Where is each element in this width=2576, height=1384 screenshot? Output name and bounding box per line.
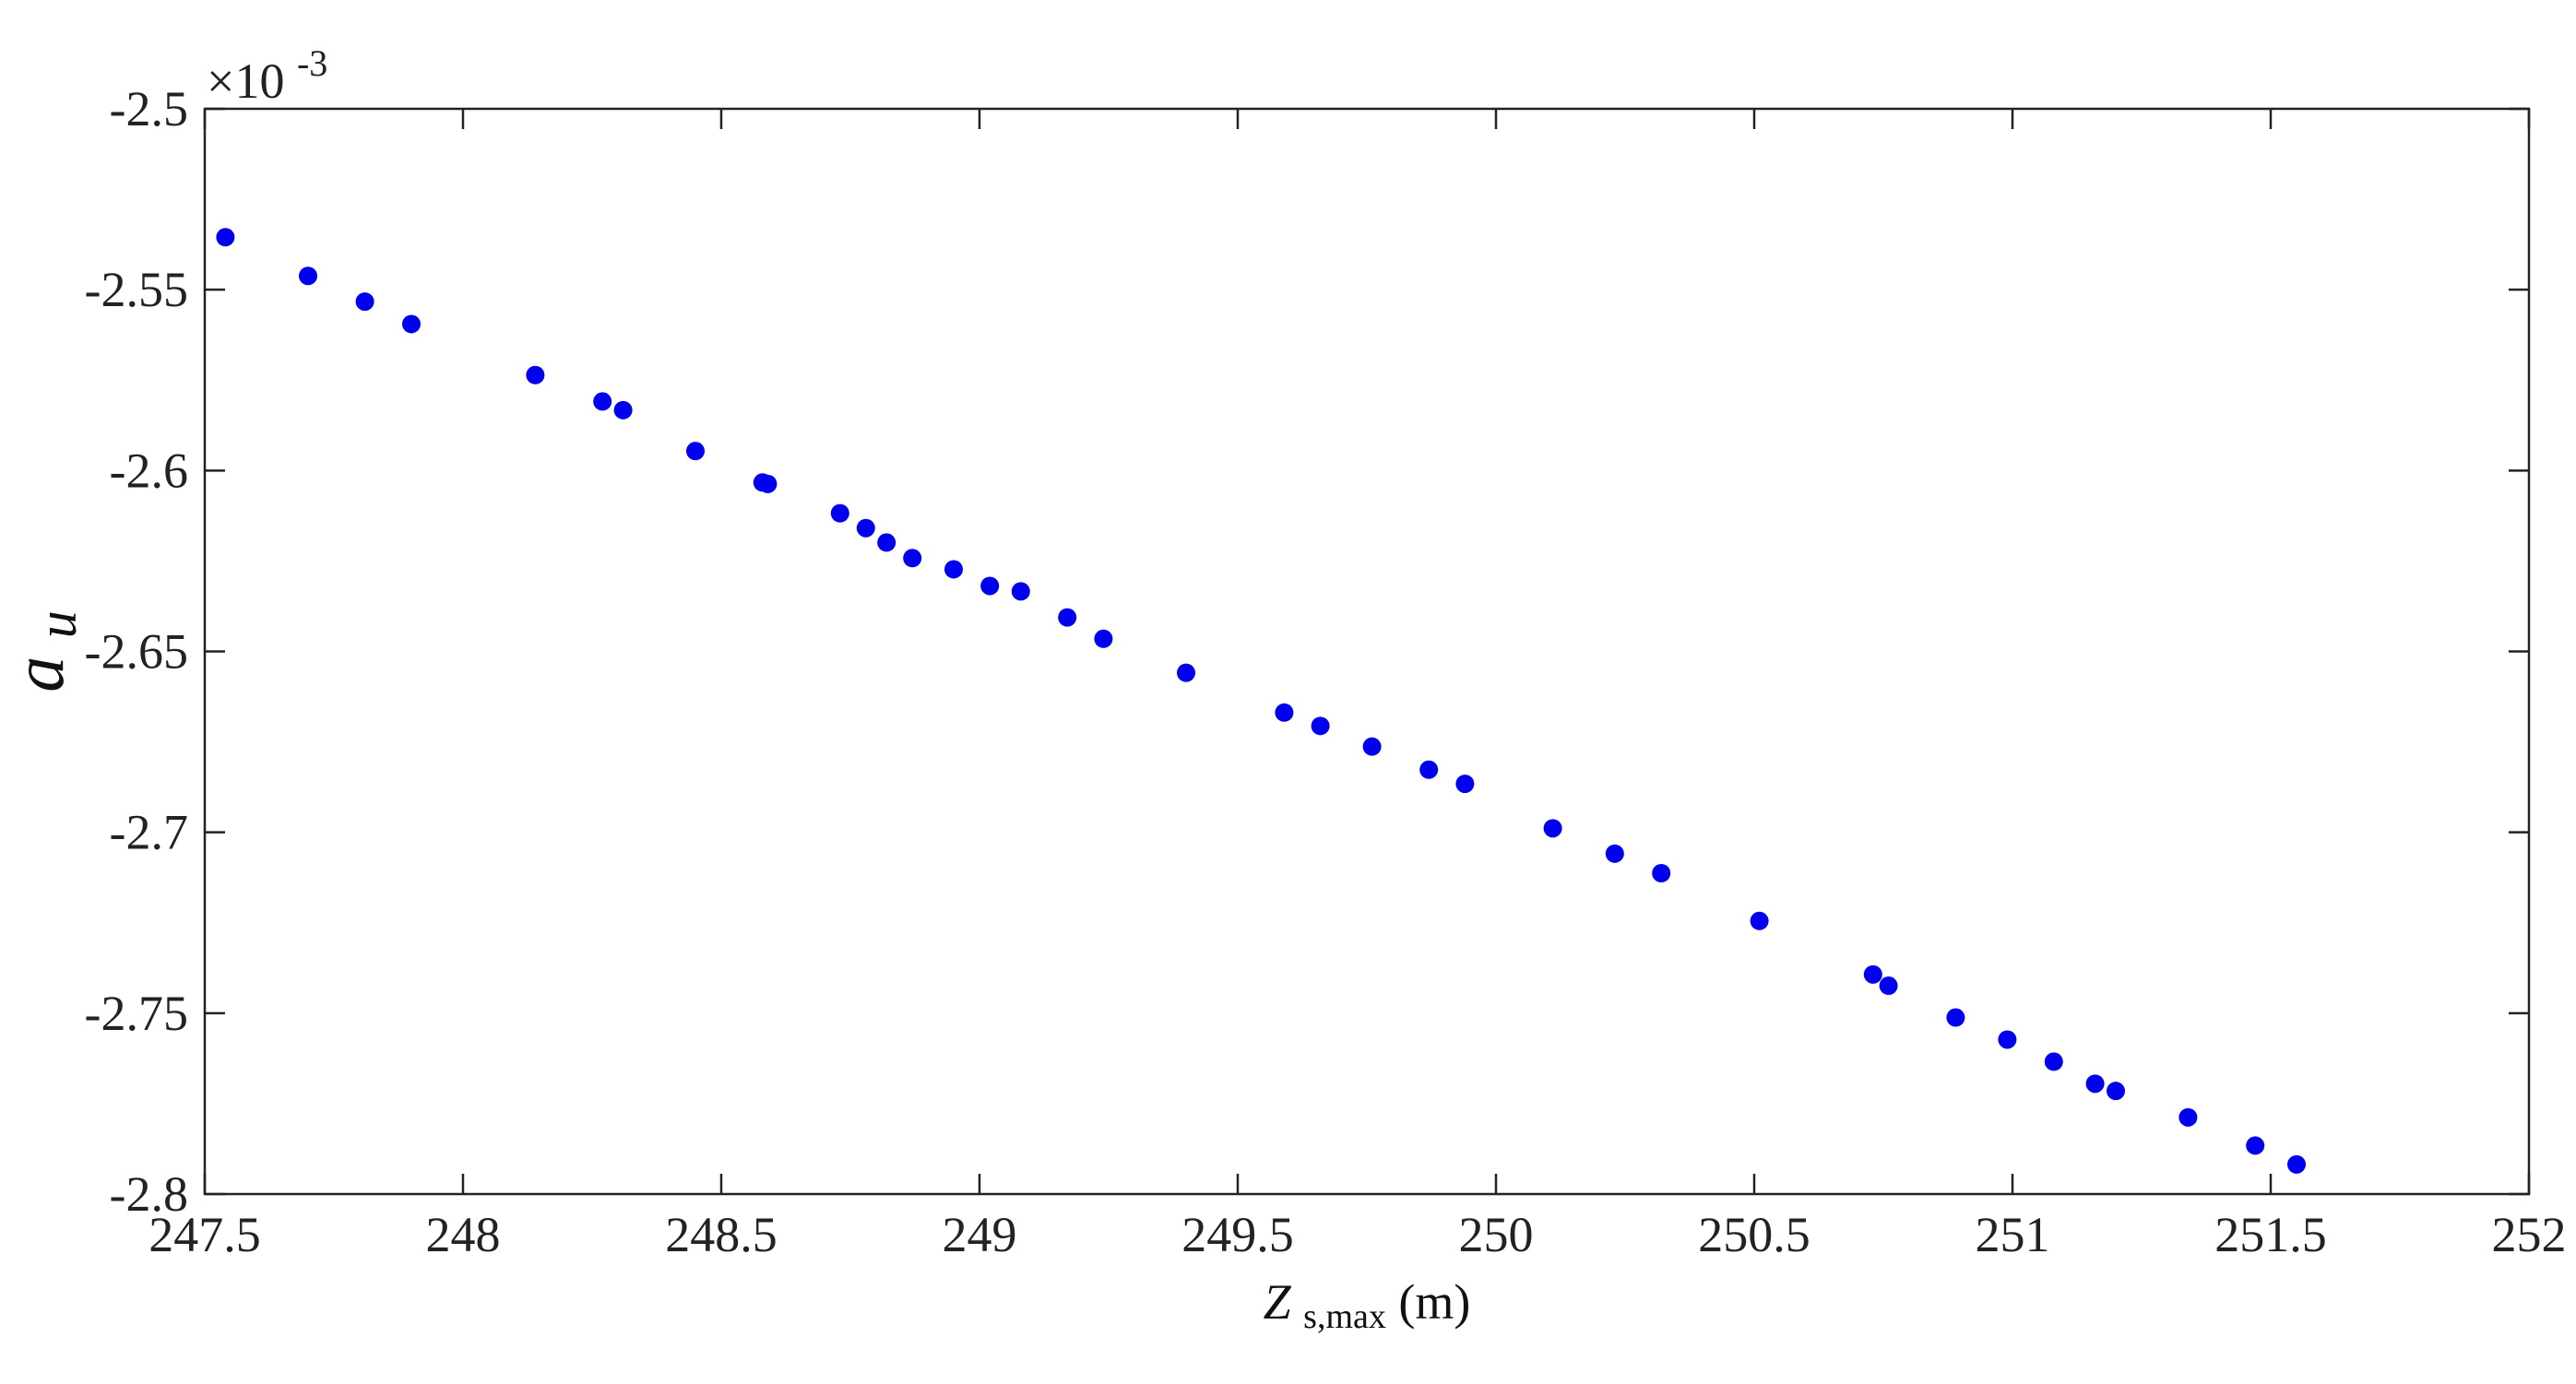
data-point xyxy=(877,533,896,552)
data-point xyxy=(856,518,875,538)
y-tick-label: -2.75 xyxy=(85,986,188,1041)
y-tick-label: -2.65 xyxy=(85,624,188,680)
y-exponent-power: -3 xyxy=(297,42,327,84)
data-point xyxy=(1011,582,1030,601)
x-axis-label: Z s,max (m) xyxy=(1264,1274,1471,1339)
y-axis-label: a u xyxy=(0,610,88,692)
x-axis-label-unit: (m) xyxy=(1398,1274,1470,1330)
x-tick-label: 249.5 xyxy=(1181,1207,1294,1262)
data-point xyxy=(2085,1074,2105,1094)
data-point xyxy=(299,266,317,286)
data-point xyxy=(1652,864,1671,883)
data-point xyxy=(686,442,705,461)
data-point xyxy=(1750,911,1769,930)
x-axis-label-main: Z xyxy=(1264,1274,1292,1330)
data-point xyxy=(1863,964,1882,984)
x-tick-label: 247.5 xyxy=(148,1207,261,1262)
data-point xyxy=(944,560,963,579)
x-tick-label: 249 xyxy=(943,1207,1017,1262)
data-point xyxy=(1094,629,1113,648)
data-point xyxy=(903,549,922,568)
data-point xyxy=(1419,760,1439,779)
plot-area-frame xyxy=(203,107,2531,1196)
data-point xyxy=(1058,608,1077,627)
x-tick-label: 251.5 xyxy=(2214,1207,2327,1262)
data-point xyxy=(758,474,778,493)
data-point xyxy=(1311,716,1330,736)
data-point xyxy=(613,400,633,420)
y-tick-label: -2.5 xyxy=(110,81,188,136)
data-point xyxy=(2246,1136,2265,1155)
data-point xyxy=(2044,1052,2063,1071)
data-points xyxy=(216,228,2306,1174)
x-tick-label: 252 xyxy=(2492,1207,2567,1262)
data-point xyxy=(593,392,612,411)
x-tick-label: 251 xyxy=(1976,1207,2050,1262)
data-point xyxy=(1543,819,1562,838)
y-tick-label: -2.55 xyxy=(85,262,188,317)
data-point xyxy=(1998,1030,2017,1049)
data-point xyxy=(1605,844,1624,863)
data-point xyxy=(355,292,374,312)
axis-ticks: 247.5 248 248.5 249 249.5 250 250.5 251 251.5 252… xyxy=(85,81,2567,1262)
data-point xyxy=(1455,775,1475,794)
y-axis-exponent-label: ×10 -3 xyxy=(207,42,327,109)
x-tick-label: 248.5 xyxy=(665,1207,778,1262)
data-point xyxy=(216,228,235,247)
data-point xyxy=(980,576,1000,596)
data-point xyxy=(526,365,545,384)
data-point xyxy=(2287,1154,2306,1174)
data-point xyxy=(1879,976,1898,996)
data-point xyxy=(2178,1107,2198,1127)
y-exponent-base: ×10 xyxy=(207,53,284,109)
y-axis-label-subscript: u xyxy=(27,610,88,638)
x-axis-label-subscript: s,max xyxy=(1303,1297,1386,1336)
data-point xyxy=(1275,703,1294,722)
y-tick-label: -2.6 xyxy=(110,443,188,498)
data-point xyxy=(1946,1008,1965,1027)
y-axis-label-main: a xyxy=(0,657,78,692)
x-tick-label: 250.5 xyxy=(1698,1207,1810,1262)
data-point xyxy=(2107,1082,2125,1101)
x-tick-label: 250 xyxy=(1459,1207,1534,1262)
y-tick-label: -2.8 xyxy=(110,1166,188,1222)
data-point xyxy=(830,503,849,523)
data-point xyxy=(402,314,421,334)
y-tick-label: -2.7 xyxy=(110,805,188,860)
data-point xyxy=(1177,663,1195,682)
data-point xyxy=(1362,737,1382,756)
x-tick-label: 248 xyxy=(426,1207,501,1262)
